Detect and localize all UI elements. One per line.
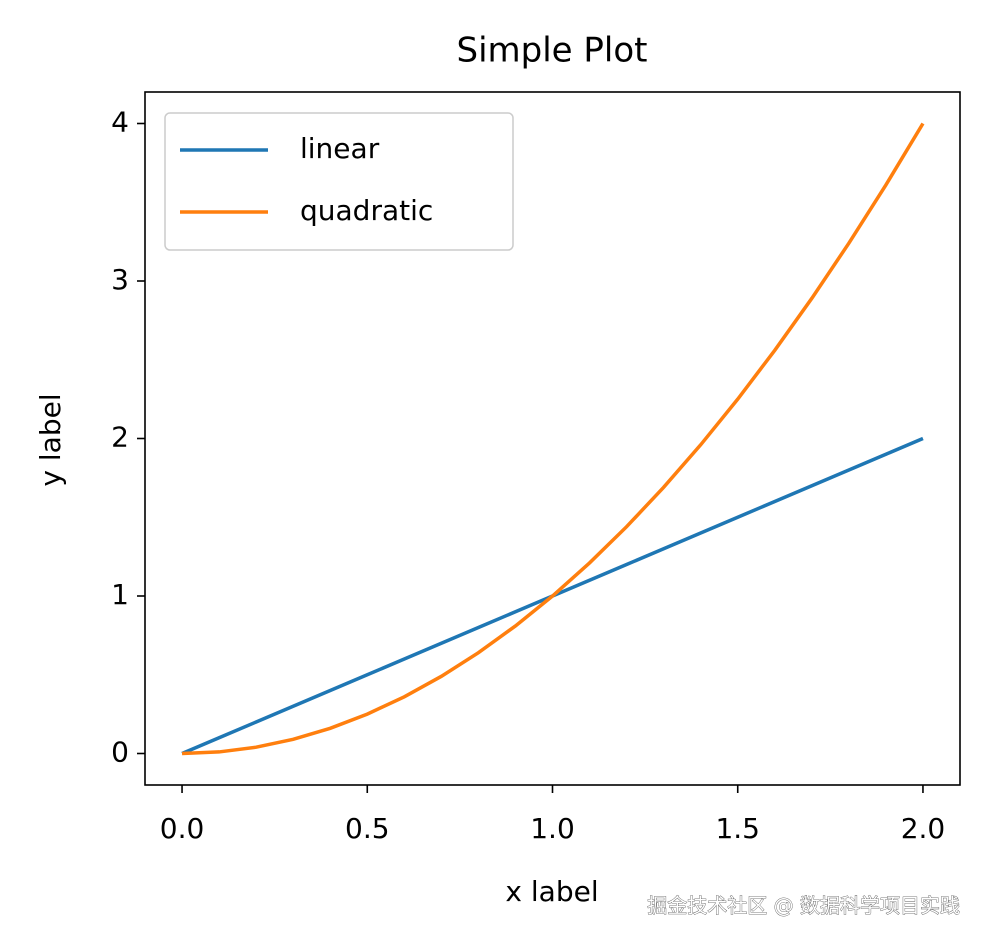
watermark: 掘金技术社区 @ 数据科学项目实践 <box>647 894 960 918</box>
x-axis-label: x label <box>505 875 598 908</box>
y-tick-label: 2 <box>111 421 129 454</box>
legend-label: linear <box>300 132 380 165</box>
x-tick-label: 1.5 <box>715 812 760 845</box>
data-line <box>181 122 925 756</box>
plot-frame <box>144 91 961 786</box>
x-tick-label: 1.0 <box>530 812 575 845</box>
y-tick-label: 0 <box>111 736 129 769</box>
x-tick-label: 2.0 <box>901 812 946 845</box>
x-tick-label: 0.0 <box>160 812 205 845</box>
chart-title: Simple Plot <box>457 31 648 71</box>
x-tick-label: 0.5 <box>345 812 390 845</box>
legend-box <box>164 112 514 251</box>
y-axis-label: y label <box>34 393 67 486</box>
y-tick-label: 4 <box>111 106 129 139</box>
legend-label: quadratic <box>300 194 433 227</box>
y-tick-label: 3 <box>111 263 129 296</box>
y-tick-label: 1 <box>111 578 129 611</box>
